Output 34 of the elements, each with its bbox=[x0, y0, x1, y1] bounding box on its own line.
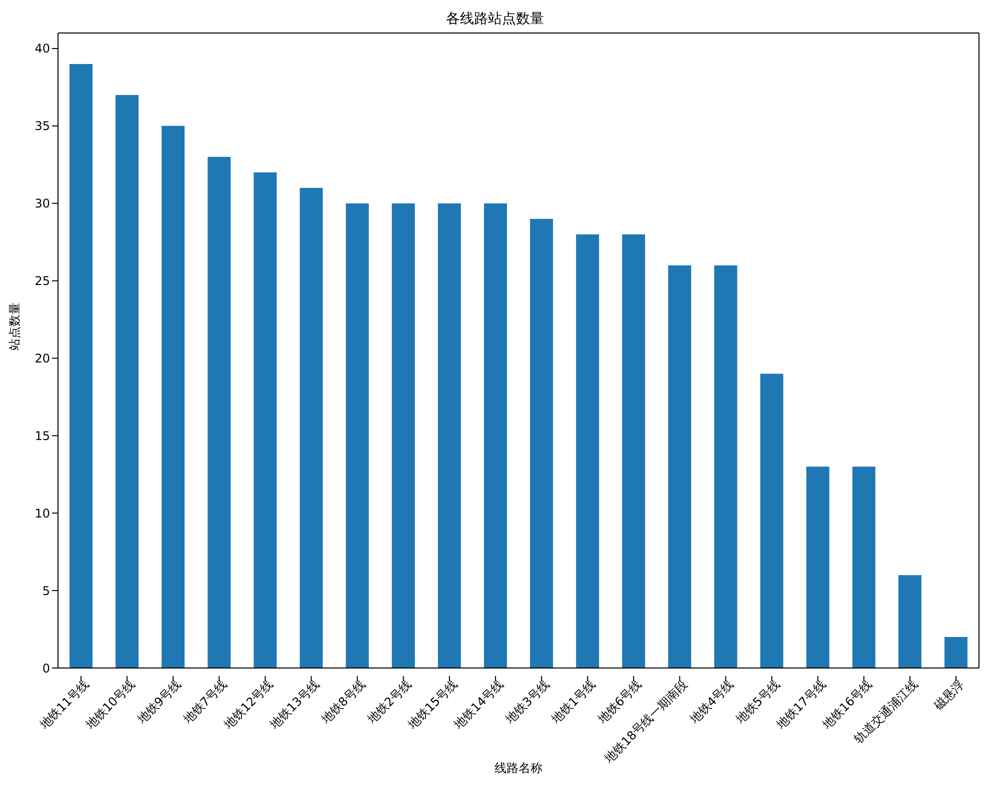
bar bbox=[760, 374, 784, 668]
bar bbox=[70, 64, 93, 668]
y-tick-label: 30 bbox=[34, 196, 50, 211]
bar bbox=[438, 203, 461, 668]
bar bbox=[806, 466, 830, 668]
y-tick-label: 0 bbox=[42, 661, 50, 676]
bar bbox=[116, 94, 139, 668]
x-axis-title: 线路名称 bbox=[494, 761, 542, 775]
y-tick-label: 20 bbox=[34, 352, 50, 366]
y-axis-title: 站点数量 bbox=[7, 302, 22, 350]
bar bbox=[208, 156, 231, 668]
bar bbox=[852, 466, 876, 668]
bar bbox=[622, 234, 646, 668]
y-tick-label: 35 bbox=[34, 119, 50, 134]
bar bbox=[392, 203, 415, 668]
y-tick-label: 40 bbox=[34, 42, 50, 56]
bar bbox=[576, 234, 600, 668]
y-tick-label: 15 bbox=[34, 428, 50, 443]
bar bbox=[254, 172, 277, 668]
bar bbox=[484, 203, 507, 668]
bar bbox=[944, 637, 968, 668]
x-tick-label: 地铁4号线 bbox=[686, 677, 736, 727]
x-tick-label: 磁悬浮 bbox=[930, 677, 967, 714]
bar bbox=[898, 575, 922, 668]
bar bbox=[530, 218, 554, 668]
bar bbox=[668, 265, 692, 668]
chart-title: 各线路站点数量 bbox=[445, 10, 545, 28]
y-tick-label: 5 bbox=[42, 584, 50, 598]
y-tick-label: 10 bbox=[34, 506, 50, 520]
y-tick-label: 25 bbox=[34, 274, 50, 288]
bar bbox=[714, 265, 738, 668]
bar bbox=[162, 126, 185, 668]
bar bbox=[346, 203, 369, 668]
bar bbox=[300, 188, 323, 668]
